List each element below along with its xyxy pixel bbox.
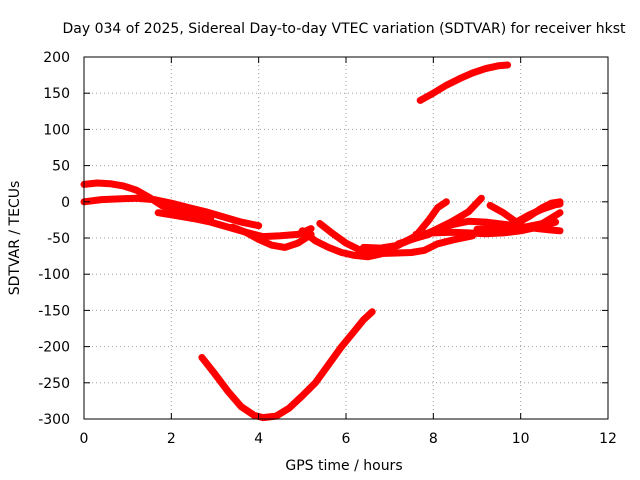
y-tick-labels: 200 150 100 50 0 -50 -100 -150 -200 -250 -300 [38, 50, 70, 428]
y-tick-label: 150 [43, 86, 70, 102]
series-to-zero-right [499, 198, 564, 233]
x-tick-label: 2 [167, 431, 176, 447]
y-tick-label: 50 [52, 159, 70, 175]
y-tick-label: -50 [47, 231, 70, 247]
series-group [80, 61, 564, 422]
y-tick-label: -150 [38, 303, 70, 319]
y-tick-label: -100 [38, 267, 70, 283]
series-right-flat [473, 209, 564, 233]
series-wave-a [429, 217, 564, 235]
y-tick-label: -300 [38, 412, 70, 428]
series-early-hump [80, 179, 215, 222]
series-rising-top [416, 61, 512, 104]
x-tick-label: 10 [512, 431, 530, 447]
x-tick-label: 4 [254, 431, 263, 447]
grid-lines [84, 57, 608, 419]
y-tick-label: 100 [43, 122, 70, 138]
x-tick-label: 12 [599, 431, 617, 447]
chart-title: Day 034 of 2025, Sidereal Day-to-day VTE… [63, 21, 626, 37]
y-tick-label: -250 [38, 376, 70, 392]
x-axis-label: GPS time / hours [285, 458, 402, 474]
y-tick-label: 0 [61, 195, 70, 211]
x-tick-label: 6 [342, 431, 351, 447]
series-low-flat [364, 232, 477, 258]
series-mid-dip [229, 223, 315, 251]
y-tick-label: 200 [43, 50, 70, 66]
x-tick-label: 0 [80, 431, 89, 447]
axis-ticks [83, 56, 609, 420]
x-tick-label: 8 [429, 431, 438, 447]
series-deep-arc [198, 308, 376, 422]
y-axis-label: SDTVAR / TECUs [7, 181, 23, 296]
x-tick-labels: 0 2 4 6 8 10 12 [80, 431, 617, 447]
y-tick-label: -200 [38, 340, 70, 356]
series-flat-early [80, 194, 263, 230]
